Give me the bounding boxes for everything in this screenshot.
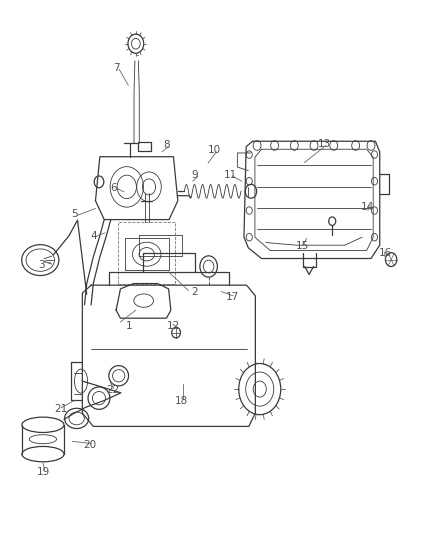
Text: 8: 8 <box>163 140 170 150</box>
Text: 13: 13 <box>318 139 331 149</box>
Text: 9: 9 <box>191 170 198 180</box>
Text: 5: 5 <box>71 209 78 219</box>
Text: 7: 7 <box>113 63 120 73</box>
Text: 2: 2 <box>191 287 198 297</box>
Text: 18: 18 <box>175 396 188 406</box>
Text: 17: 17 <box>226 293 239 302</box>
Text: 6: 6 <box>110 183 117 192</box>
Text: 11: 11 <box>223 170 237 180</box>
Text: 1: 1 <box>126 321 133 331</box>
Text: 16: 16 <box>379 248 392 258</box>
Text: 4: 4 <box>91 231 98 240</box>
Text: 15: 15 <box>296 241 309 251</box>
Text: 19: 19 <box>37 467 50 477</box>
Text: 10: 10 <box>208 146 221 155</box>
Text: 14: 14 <box>361 202 374 212</box>
Text: 20: 20 <box>83 440 96 450</box>
Text: 21: 21 <box>54 405 67 414</box>
Text: 12: 12 <box>166 321 180 331</box>
Text: 22: 22 <box>106 385 120 395</box>
Bar <box>118 222 175 284</box>
Text: 3: 3 <box>38 260 45 270</box>
